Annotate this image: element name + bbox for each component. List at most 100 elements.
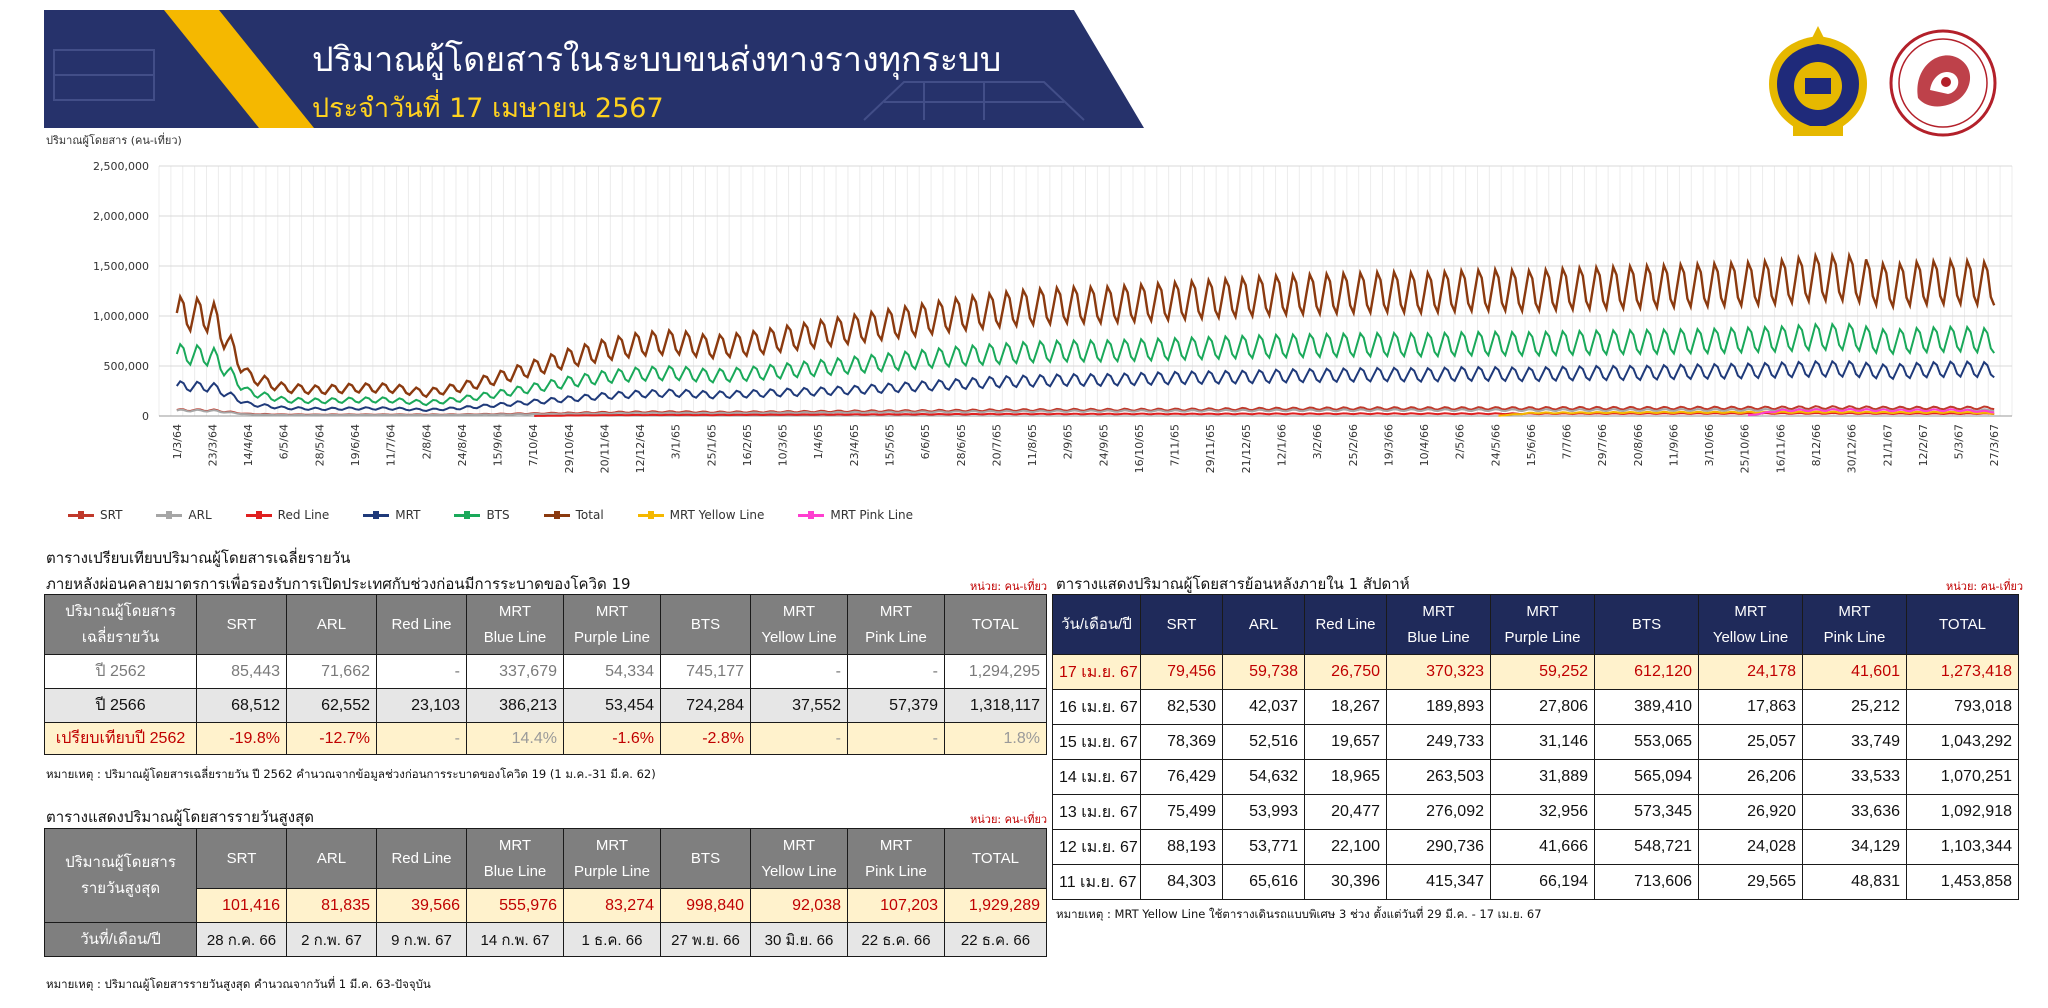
weekly-head-redline: Red Line <box>1304 594 1387 655</box>
table-cell: 76,429 <box>1140 759 1223 795</box>
table-cell: 53,993 <box>1222 794 1305 830</box>
table-cell: 1,318,117 <box>944 688 1047 723</box>
table-cell: 33,636 <box>1802 794 1907 830</box>
table-cell: 85,443 <box>196 654 287 689</box>
table-cell: 1,294,295 <box>944 654 1047 689</box>
table-row: 17 เม.ย. 67 79,456 59,738 26,750 370,323 59,2… <box>1052 654 2019 690</box>
table-row: 101,416 81,835 39,566 555,976 83,274 998… <box>45 888 1047 923</box>
legend-label: Total <box>575 508 604 522</box>
series-line-total <box>175 251 1996 399</box>
table-cell: -19.8% <box>196 722 287 755</box>
table-cell: 415,347 <box>1386 864 1491 900</box>
x-tick-label: 1/4/65 <box>812 424 825 459</box>
table-cell: 37,552 <box>750 688 848 723</box>
table-cell: 54,334 <box>563 654 661 689</box>
table-cell: 249,733 <box>1386 724 1491 760</box>
x-tick-label: 29/10/64 <box>563 424 576 473</box>
row-label: ปี 2562 <box>44 654 197 689</box>
table-row: วันที่/เดือน/ปี 28 ก.ค. 66 2 ก.พ. 67 9 ก… <box>44 922 1047 957</box>
x-tick-label: 30/12/66 <box>1846 424 1859 473</box>
x-tick-label: 23/4/65 <box>848 424 861 466</box>
table-cell: 18,965 <box>1304 759 1387 795</box>
page-date: ประจำวันที่ 17 เมษายน 2567 <box>312 93 664 124</box>
table-cell: 57,379 <box>847 688 945 723</box>
table-cell: 31,146 <box>1490 724 1595 760</box>
department-emblem-icon <box>1769 26 1867 136</box>
x-tick-label: 10/4/66 <box>1418 424 1431 466</box>
table-cell: 22 ธ.ค. 66 <box>847 922 945 957</box>
table-cell: 75,499 <box>1140 794 1223 830</box>
ministry-seal-icon <box>1889 29 1997 137</box>
table-cell: 1,453,858 <box>1906 864 2019 900</box>
x-tick-label: 21/1/67 <box>1881 424 1894 466</box>
table-cell: 26,920 <box>1698 794 1803 830</box>
table-cell: 41,601 <box>1802 654 1907 690</box>
x-tick-label: 28/6/65 <box>955 424 968 466</box>
table-cell: 1.8% <box>944 722 1047 755</box>
weekly-head-arl: ARL <box>1222 594 1305 655</box>
table-row: ปี 2566 68,512 62,552 23,103 386,213 53,… <box>44 688 1047 723</box>
x-tick-label: 11/9/66 <box>1667 424 1680 466</box>
series-line-mrt-yellow-line <box>1498 410 1995 417</box>
weekly-head-mrt-yellow: MRT Yellow Line <box>1698 594 1803 655</box>
weekly-unit-label: หน่วย: คน-เที่ยว <box>1946 580 2024 593</box>
x-tick-label: 6/5/64 <box>278 424 291 459</box>
x-tick-label: 20/8/66 <box>1632 424 1645 466</box>
x-tick-label: 25/1/65 <box>705 424 718 466</box>
table-cell: 548,721 <box>1594 829 1699 865</box>
x-tick-label: 10/3/65 <box>777 424 790 466</box>
table-cell: 1,092,918 <box>1906 794 2019 830</box>
table-cell: 29,565 <box>1698 864 1803 900</box>
legend-swatch <box>543 510 570 519</box>
compare-head-redline: Red Line <box>376 594 467 655</box>
peak-head-label: ปริมาณผู้โดยสาร รายวันสูงสุด <box>44 828 197 923</box>
legend-swatch <box>454 510 481 519</box>
table-cell: 31,889 <box>1490 759 1595 795</box>
compare-head-mrt-yellow: MRT Yellow Line <box>750 594 848 655</box>
table-cell: 573,345 <box>1594 794 1699 830</box>
x-tick-label: 16/11/66 <box>1774 424 1787 473</box>
peak-head-bts: BTS <box>660 828 751 889</box>
table-cell: - <box>847 722 945 755</box>
passenger-line-chart: ปริมาณผู้โดยสาร (คน-เที่ยว) 0 500,000 1,000… <box>44 128 2024 528</box>
table-cell: 39,566 <box>376 888 467 923</box>
x-tick-label: 23/3/64 <box>206 424 219 466</box>
table-cell: 27 พ.ย. 66 <box>660 922 751 957</box>
compare-section-title: ตารางเปรียบเทียบปริมาณผู้โดยสารเฉลี่ยราย… <box>46 549 351 567</box>
row-date: 17 เม.ย. 67 <box>1052 654 1141 690</box>
legend-label: ARL <box>188 508 212 522</box>
table-cell: 41,666 <box>1490 829 1595 865</box>
table-cell: 1,273,418 <box>1906 654 2019 690</box>
weekly-section-title: ตารางแสดงปริมาณผู้โดยสารย้อนหลังภายใน 1 … <box>1056 575 1410 593</box>
table-cell: 793,018 <box>1906 689 2019 725</box>
table-cell: 81,835 <box>286 888 377 923</box>
table-cell: 65,616 <box>1222 864 1305 900</box>
page-title: ปริมาณผู้โดยสารในระบบขนส่งทางรางทุกระบบ <box>312 40 1002 80</box>
y-tick-label: 2,500,000 <box>93 160 149 173</box>
x-tick-label: 28/5/64 <box>313 424 326 466</box>
x-tick-label: 15/5/65 <box>884 424 897 466</box>
x-tick-label: 7/7/66 <box>1561 424 1574 459</box>
series-line-red-line <box>534 411 1995 417</box>
table-cell: 276,092 <box>1386 794 1491 830</box>
table-row: เปรียบเทียบปี 2562 -19.8% -12.7% - 14.4%… <box>44 722 1047 755</box>
x-tick-label: 15/9/64 <box>492 424 505 466</box>
table-cell: 82,530 <box>1140 689 1223 725</box>
x-tick-label: 29/7/66 <box>1596 424 1609 466</box>
x-tick-label: 24/5/66 <box>1489 424 1502 466</box>
table-cell: 1,103,344 <box>1906 829 2019 865</box>
legend-item: BTS <box>454 508 510 522</box>
compare-head-bts: BTS <box>660 594 751 655</box>
table-cell: 9 ก.พ. 67 <box>376 922 467 957</box>
legend-item: SRT <box>68 508 122 522</box>
header-banner: ปริมาณผู้โดยสารในระบบขนส่งทางรางทุกระบบ … <box>44 10 1154 128</box>
table-cell: 22 ธ.ค. 66 <box>944 922 1047 957</box>
weekly-head-date: วัน/เดือน/ปี <box>1052 594 1141 655</box>
weekly-head-bts: BTS <box>1594 594 1699 655</box>
x-tick-label: 19/3/66 <box>1382 424 1395 466</box>
table-cell: 745,177 <box>660 654 751 689</box>
row-date: 15 เม.ย. 67 <box>1052 724 1141 760</box>
table-cell: 33,749 <box>1802 724 1907 760</box>
table-cell: 92,038 <box>750 888 848 923</box>
table-cell: 24,178 <box>1698 654 1803 690</box>
